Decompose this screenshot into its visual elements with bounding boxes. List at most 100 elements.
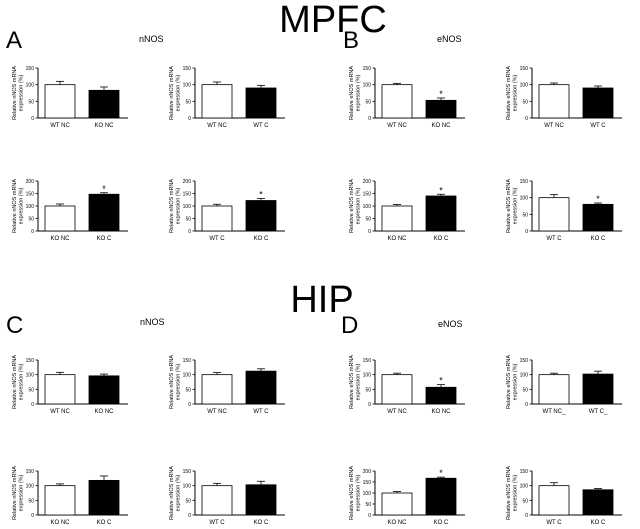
y-tick-label: 50 [365,99,371,105]
y-tick-label: 50 [522,498,528,504]
y-tick-label: 0 [188,229,191,235]
bar [582,203,614,232]
category-label: KO NC [94,123,114,129]
bar [381,205,413,232]
y-tick-label: 150 [363,358,372,364]
bar [245,370,277,405]
y-tick-label: 150 [520,179,529,185]
category-label: WT C [253,123,269,129]
y-tick-label: 150 [183,66,192,72]
y-axis-label: Relative eNOS mRNAexpression (%) [349,355,362,409]
y-tick-label: 150 [363,192,372,198]
panel-letter-a: A [6,27,22,54]
category-label: WT C [546,520,562,526]
y-axis-label: Relative nNOS mRNAexpression (%) [12,66,25,120]
category-label: KO NC [431,123,451,129]
bar [538,374,570,405]
bar [245,484,277,516]
y-tick-label: 150 [363,480,372,486]
bar [44,205,76,232]
category-label: KO C [434,520,449,526]
y-tick-label: 150 [183,469,192,475]
bar [201,485,233,516]
y-tick-label: 50 [28,498,34,504]
y-axis-label: Relative eNOS mRNAexpression (%) [506,466,519,520]
y-tick-label: 150 [183,192,192,198]
significance-asterisk: * [259,190,263,200]
y-tick-label: 100 [520,83,529,89]
bar [88,193,120,232]
y-tick-label: 100 [363,491,372,497]
category-label: KO NC [387,520,407,526]
bar [44,485,76,516]
y-tick-label: 100 [26,484,35,490]
y-tick-label: 50 [185,387,191,393]
significance-asterisk: * [439,185,443,195]
y-axis-label: Relative nNOS mRNAexpression (%) [169,466,182,520]
y-tick-label: 100 [183,373,192,379]
y-tick-label: 150 [363,66,372,72]
y-axis-label: Relative eNOS mRNAexpression (%) [349,466,362,520]
category-label: KO C [254,236,269,242]
y-tick-label: 50 [185,498,191,504]
y-tick-label: 50 [522,99,528,105]
bar [201,84,233,119]
y-tick-label: 100 [363,373,372,379]
bar [245,200,277,232]
category-label: WT NC [50,409,70,415]
significance-asterisk: * [102,184,106,194]
category-label: WT C_ [589,409,608,415]
bar [425,195,457,232]
category-label: WT C [209,236,225,242]
y-tick-label: 0 [31,116,34,122]
y-tick-label: 0 [368,116,371,122]
y-tick-label: 50 [365,502,371,508]
category-label: WT NC [387,409,407,415]
y-axis-label: Relative nNOS mRNAexpression (%) [169,355,182,409]
y-tick-label: 50 [28,99,34,105]
y-axis-label: Relative nNOS mRNAexpression (%) [12,466,25,520]
y-tick-label: 0 [525,229,528,235]
y-tick-label: 100 [183,484,192,490]
category-label: WT NC_ [543,409,567,415]
category-label: WT C [253,409,269,415]
y-tick-label: 0 [31,513,34,519]
category-label: KO NC [94,409,114,415]
category-label: KO NC [50,520,70,526]
bar [538,197,570,232]
y-tick-label: 200 [26,179,35,185]
y-tick-label: 50 [522,212,528,218]
category-label: WT C [209,520,225,526]
bar [381,84,413,119]
panel-gene-d: eNOS [438,319,463,329]
y-tick-label: 150 [520,66,529,72]
bar [582,87,614,119]
significance-asterisk: * [439,89,443,99]
category-label: KO C [591,520,606,526]
y-tick-label: 150 [520,358,529,364]
y-tick-label: 100 [26,373,35,379]
y-tick-label: 200 [183,179,192,185]
y-tick-label: 100 [26,83,35,89]
panel-letter-c: C [6,312,23,339]
y-axis-label: Relative eNOS mRNAexpression (%) [506,179,519,233]
category-label: KO NC [387,236,407,242]
y-axis-label: Relative eNOS mRNAexpression (%) [506,66,519,120]
y-tick-label: 100 [520,196,529,202]
category-label: WT NC [544,123,564,129]
category-label: KO C [97,236,112,242]
y-tick-label: 0 [525,402,528,408]
y-tick-label: 0 [368,402,371,408]
y-tick-label: 0 [188,116,191,122]
y-tick-label: 150 [26,469,35,475]
bar [381,374,413,405]
y-tick-label: 50 [28,387,34,393]
